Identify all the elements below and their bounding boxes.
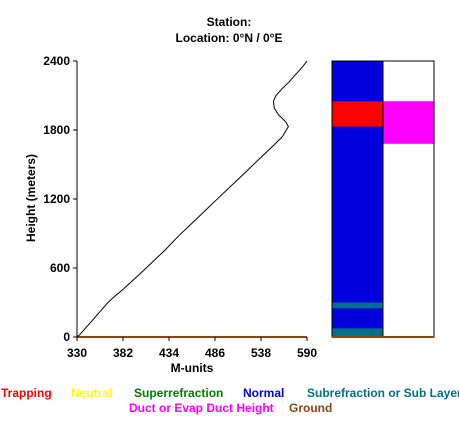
profile-segment <box>383 101 434 144</box>
m-unit-profile-line <box>76 60 308 338</box>
profile-segment <box>332 302 383 309</box>
x-tick-label: 434 <box>159 346 179 360</box>
x-axis-label: M-units <box>171 361 214 375</box>
chart-subtitle: Location: 0°N / 0°E <box>176 31 283 45</box>
legend-item-duct: Duct or Evap Duct Height <box>129 401 274 415</box>
chart-title: Station: <box>207 15 252 29</box>
x-tick-label: 538 <box>251 346 271 360</box>
legend-item-trapping: Trapping <box>1 386 52 400</box>
profile-segment <box>332 328 383 337</box>
y-tick-label: 1800 <box>43 123 70 137</box>
y-axis-ticks: 0 600 1200 1800 2400 <box>43 54 77 344</box>
legend-item-ground: Ground <box>289 401 332 415</box>
legend-item-subrefraction: Subrefraction or Sub Layer <box>307 386 459 400</box>
legend-item-normal: Normal <box>243 386 284 400</box>
y-axis-label: Height (meters) <box>24 154 38 242</box>
legend-item-superrefraction: Superrefraction <box>134 386 223 400</box>
y-tick-label: 2400 <box>43 54 70 68</box>
x-axis-ticks: 330 382 434 486 538 590 <box>67 337 317 360</box>
condition-profile <box>331 60 435 338</box>
x-tick-label: 486 <box>205 346 225 360</box>
y-tick-label: 0 <box>63 330 70 344</box>
y-tick-label: 1200 <box>43 192 70 206</box>
legend-item-neutral: Neutral <box>71 386 112 400</box>
legend: Trapping Neutral Superrefraction Normal … <box>1 386 459 415</box>
x-tick-label: 330 <box>67 346 87 360</box>
profile-segment <box>332 101 383 127</box>
x-tick-label: 382 <box>113 346 133 360</box>
y-tick-label: 600 <box>50 261 70 275</box>
x-tick-label: 590 <box>297 346 317 360</box>
plot-area <box>76 60 308 338</box>
